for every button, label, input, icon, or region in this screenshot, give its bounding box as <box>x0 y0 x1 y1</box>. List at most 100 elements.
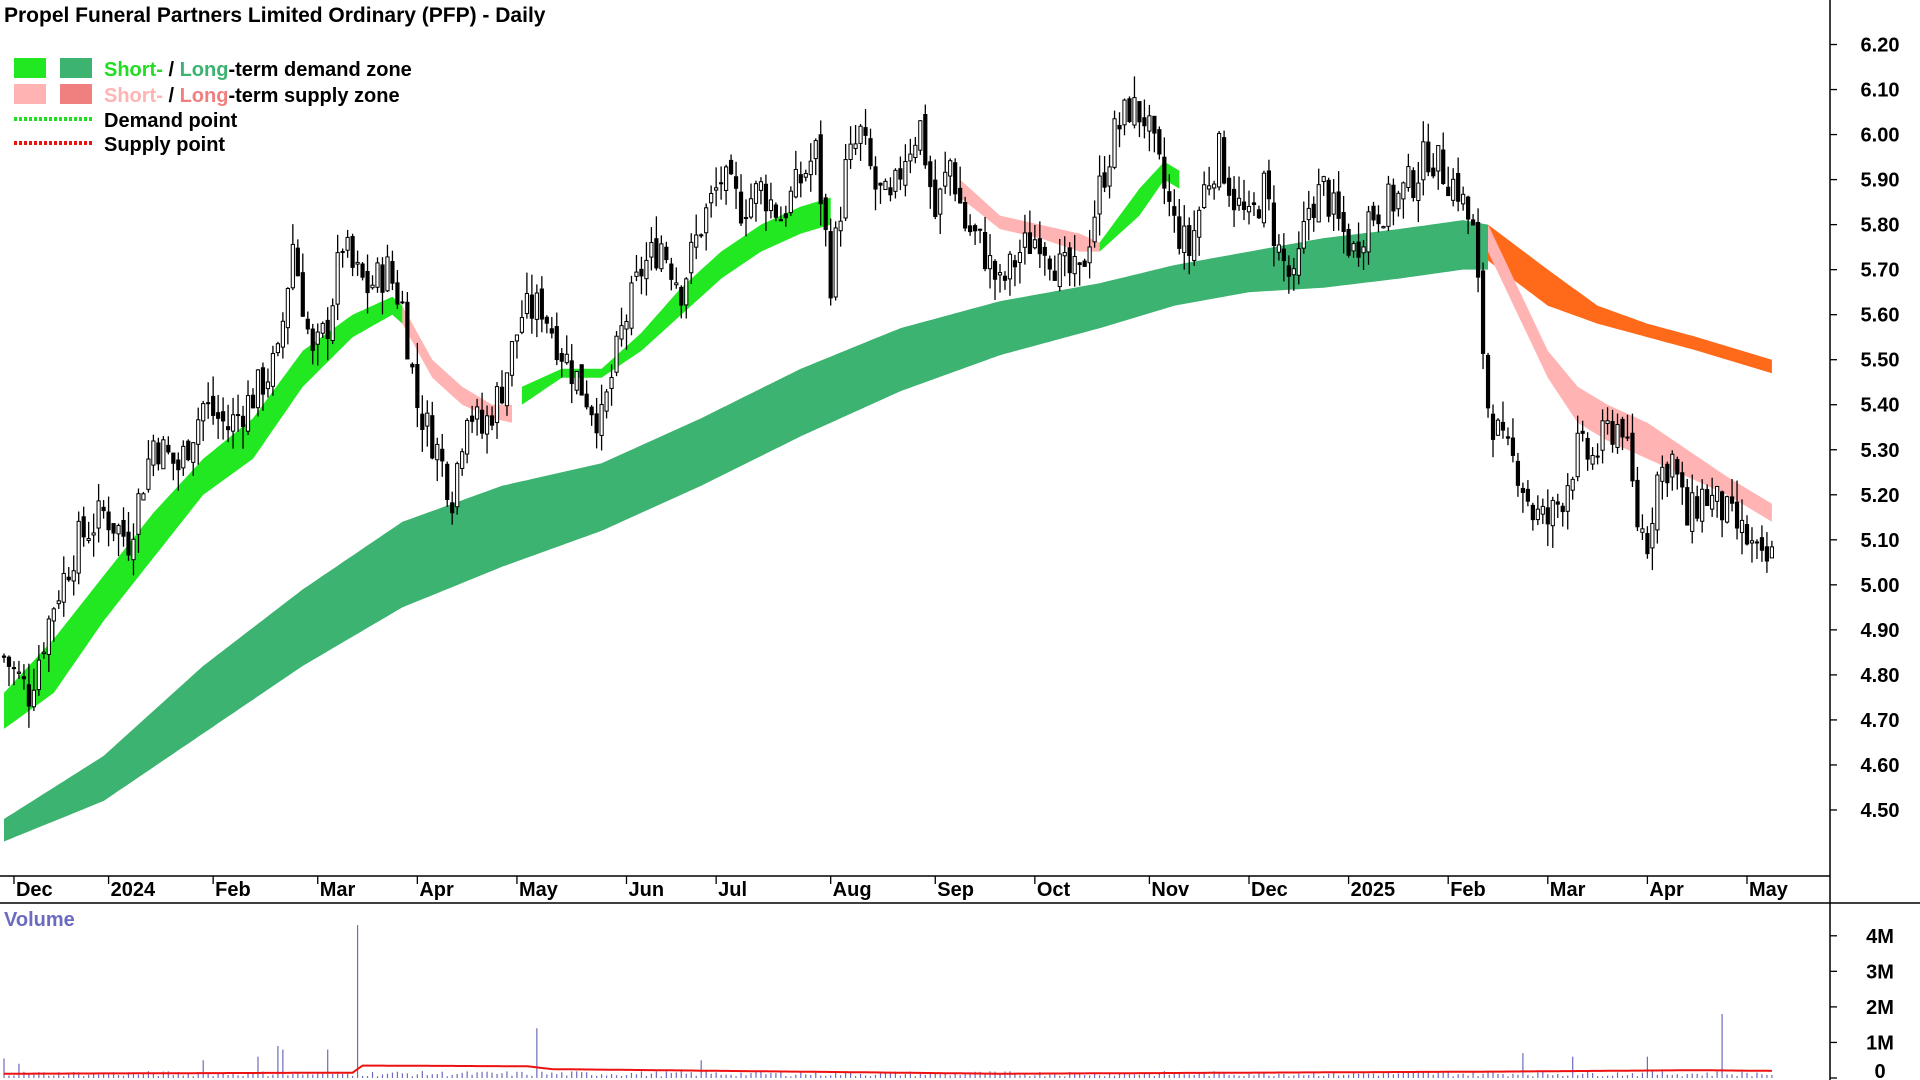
candle-body <box>1670 453 1675 478</box>
candle-body <box>1744 524 1750 545</box>
candle-body <box>903 161 908 186</box>
volume-moving-average <box>4 1064 1772 1075</box>
candle-body <box>270 353 276 387</box>
candle-body <box>968 225 973 233</box>
candle-body <box>509 341 515 376</box>
candle-body <box>161 439 166 470</box>
candle-body <box>479 409 485 434</box>
candle-body <box>1371 205 1376 221</box>
candle-body <box>1640 528 1645 533</box>
candle-body <box>584 393 589 408</box>
candle-body <box>6 656 12 667</box>
candle-body <box>101 506 106 512</box>
candle-body <box>300 272 305 317</box>
candle-body <box>679 286 684 306</box>
candle-body <box>589 406 594 416</box>
candle-body <box>1246 205 1252 213</box>
chart-title: Propel Funeral Partners Limited Ordinary… <box>4 4 546 27</box>
candle-body <box>1037 238 1042 255</box>
long-term-demand-zone <box>4 220 1488 842</box>
candle-body <box>470 415 475 422</box>
candle-body <box>96 500 101 529</box>
candle-body <box>833 227 838 298</box>
candle-body <box>539 288 544 320</box>
candle-body <box>1122 99 1127 126</box>
candle-body <box>1366 211 1371 253</box>
candle-body <box>1092 216 1097 243</box>
candle-body <box>1635 479 1640 528</box>
x-tick-label: Apr <box>419 879 454 901</box>
candle-body <box>370 284 375 289</box>
candle-body <box>1296 248 1301 276</box>
y-tick-label: 5.20 <box>1861 485 1900 507</box>
candle-body <box>1485 354 1491 409</box>
volume-label: Volume <box>4 909 75 931</box>
candle-body <box>1157 129 1162 155</box>
candle-body <box>1480 270 1486 354</box>
legend-demand-zone: Short- / Long-term demand zone <box>104 59 412 81</box>
candle-body <box>465 419 470 455</box>
candle-body <box>689 241 694 274</box>
candle-body <box>938 188 943 215</box>
candle-body <box>982 231 988 270</box>
candle-body <box>738 191 744 224</box>
candle-body <box>1525 488 1530 502</box>
candle-body <box>1416 182 1421 202</box>
y-tick-label: 5.00 <box>1861 575 1900 597</box>
y-tick-label: 5.60 <box>1861 305 1900 327</box>
candle-body <box>863 127 868 136</box>
candle-body <box>1306 207 1311 221</box>
volume-panel: 0 1M 2M 3M 4M <box>3 925 1894 1080</box>
volume-tick-label: 3M <box>1866 961 1894 983</box>
candle-body <box>1137 101 1142 123</box>
candle-body <box>733 176 739 189</box>
volume-tick-label: 2M <box>1866 997 1894 1019</box>
y-tick-label: 5.10 <box>1861 530 1900 552</box>
candle-body <box>475 406 480 420</box>
candle-body <box>345 236 350 251</box>
candle-body <box>634 271 639 277</box>
candle-body <box>260 367 266 395</box>
x-tick-label: Mar <box>1550 879 1586 901</box>
candle-body <box>186 440 191 461</box>
candle-body <box>778 219 783 222</box>
y-tick-label: 5.50 <box>1861 350 1900 372</box>
candle-body <box>1510 437 1516 456</box>
candle-body <box>1346 228 1351 256</box>
candle-body <box>1565 485 1570 512</box>
candle-body <box>360 263 365 278</box>
candle-body <box>629 282 634 329</box>
candle-body <box>1615 424 1620 448</box>
candle-body <box>1490 413 1496 440</box>
candle-body <box>1027 232 1032 255</box>
long-term-supply-zone <box>1488 224 1772 374</box>
candle-body <box>1057 253 1062 288</box>
candle-body <box>1281 248 1286 262</box>
candle-body <box>1241 201 1247 211</box>
candle-body <box>1142 117 1147 127</box>
candle-body <box>1182 225 1187 253</box>
candle-body <box>753 183 759 204</box>
candle-body <box>285 288 290 329</box>
candle-body <box>1192 230 1197 261</box>
candle-body <box>1471 219 1476 226</box>
legend-supply-point: Supply point <box>104 134 225 156</box>
x-tick-label: Jun <box>629 879 665 901</box>
candle-body <box>1540 505 1545 515</box>
candle-body <box>390 261 395 284</box>
candle-body <box>918 120 923 151</box>
candle-body <box>1645 533 1650 555</box>
candle-body <box>1515 460 1521 486</box>
candle-body <box>1 655 7 658</box>
candle-body <box>1012 260 1018 268</box>
candle-body <box>644 259 649 280</box>
candle-body <box>489 415 495 426</box>
candle-body <box>280 320 285 348</box>
candle-body <box>1749 540 1755 544</box>
candle-body <box>410 363 415 368</box>
candle-body <box>719 182 724 185</box>
candle-body <box>51 608 56 622</box>
short-term-demand-zone <box>1099 161 1180 252</box>
candle-body <box>325 319 330 340</box>
candle-body <box>1739 519 1745 534</box>
